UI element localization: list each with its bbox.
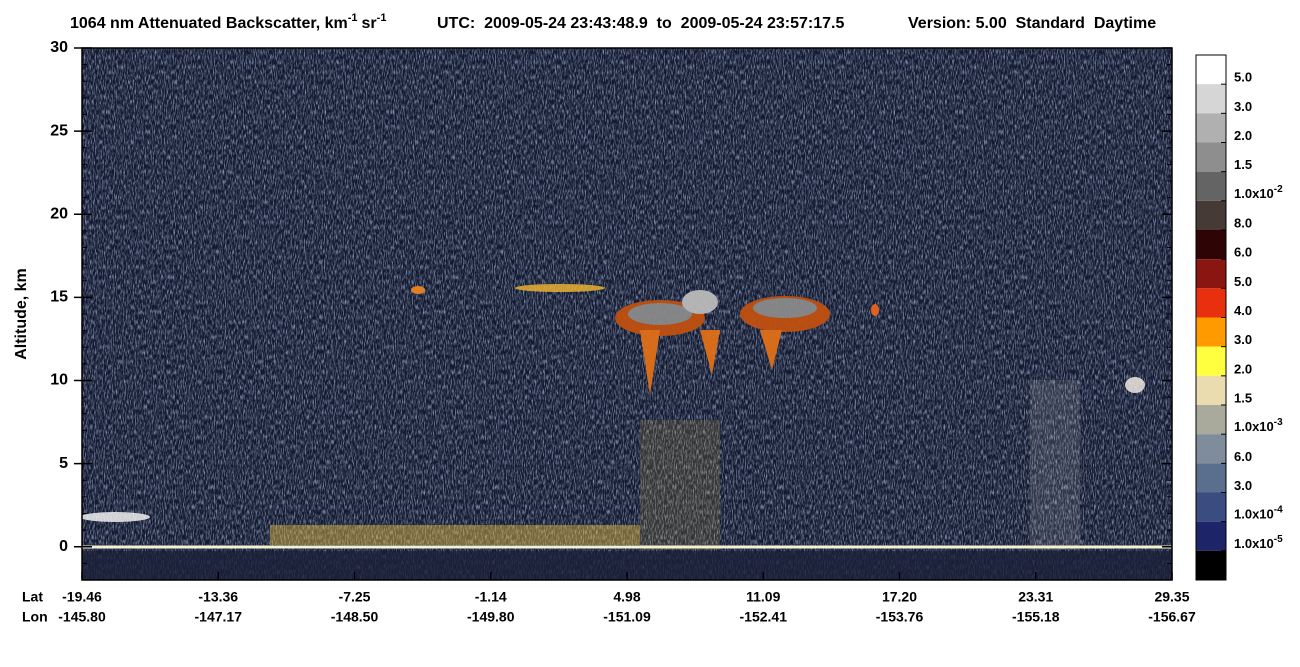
colorbar-label-mantissa: 1.0x10 xyxy=(1234,507,1274,522)
title-text: 1064 nm Attenuated Backscatter, km xyxy=(70,15,348,32)
x-tick-label: -145.80 xyxy=(58,609,106,625)
colorbar-label-mantissa: 1.0x10 xyxy=(1234,536,1274,551)
colorbar-label: 1.0x10-2 xyxy=(1234,183,1283,201)
colorbar-swatch xyxy=(1196,84,1226,114)
y-tick-label: 30 xyxy=(50,39,68,56)
colorbar-swatch xyxy=(1196,375,1226,405)
y-tick-label: 5 xyxy=(59,455,68,472)
title-exponent: -1 xyxy=(377,12,387,24)
backscatter-image xyxy=(82,48,1172,580)
x-tick-label: -155.18 xyxy=(1012,609,1060,625)
y-tick-label: 0 xyxy=(59,538,68,555)
colorbar-swatch xyxy=(1196,521,1226,551)
x-tick-label: 23.31 xyxy=(1018,589,1053,605)
colorbar-swatch xyxy=(1196,317,1226,347)
colorbar-label: 5.0 xyxy=(1234,70,1252,85)
x-tick-label: -156.67 xyxy=(1148,609,1196,625)
x-tick-label: -19.46 xyxy=(62,589,102,605)
x-tick-label: 4.98 xyxy=(613,589,640,605)
y-tick-label: 25 xyxy=(50,122,68,139)
x-tick-label: -7.25 xyxy=(339,589,371,605)
colorbar-label: 2.0 xyxy=(1234,128,1252,143)
colorbar-swatch xyxy=(1196,463,1226,493)
colorbar-label: 1.0x10-5 xyxy=(1234,533,1283,551)
x-tick-label: -1.14 xyxy=(475,589,507,605)
colorbar-label-exponent: -2 xyxy=(1274,183,1283,194)
x-row-name: Lon xyxy=(22,609,48,625)
x-tick-label: -152.41 xyxy=(740,609,788,625)
colorbar-swatch xyxy=(1196,230,1226,260)
y-axis-label: Altitude, km xyxy=(13,268,30,360)
y-tick-label: 15 xyxy=(50,289,68,306)
colorbar-label: 1.5 xyxy=(1234,390,1252,405)
colorbar-swatch xyxy=(1196,405,1226,435)
y-tick-label: 20 xyxy=(50,205,68,222)
colorbar-label: 3.0 xyxy=(1234,332,1252,347)
colorbar-label-mantissa: 1.0x10 xyxy=(1234,186,1274,201)
colorbar-swatch xyxy=(1196,434,1226,464)
colorbar-label: 6.0 xyxy=(1234,449,1252,464)
colorbar-label: 1.0x10-4 xyxy=(1234,504,1283,522)
x-tick-label: -149.80 xyxy=(467,609,515,625)
time-range: UTC: 2009-05-24 23:43:48.9 to 2009-05-24… xyxy=(437,15,844,32)
colorbar-label-exponent: -3 xyxy=(1274,417,1283,428)
title-exponent: -1 xyxy=(348,12,358,24)
colorbar-swatch xyxy=(1196,492,1226,522)
colorbar-label-mantissa: 1.0x10 xyxy=(1234,420,1274,435)
x-tick-label: -151.09 xyxy=(603,609,651,625)
x-row-name: Lat xyxy=(22,589,43,605)
colorbar-swatch xyxy=(1196,259,1226,289)
colorbar-swatch xyxy=(1196,200,1226,230)
x-tick-label: -147.17 xyxy=(195,609,243,625)
colorbar-label: 3.0 xyxy=(1234,99,1252,114)
colorbar-swatch xyxy=(1196,171,1226,201)
colorbar-swatch xyxy=(1196,346,1226,376)
colorbar-label: 2.0 xyxy=(1234,361,1252,376)
x-tick-label: 11.09 xyxy=(746,589,780,605)
colorbar-label-exponent: -5 xyxy=(1274,533,1283,544)
x-tick-label: 17.20 xyxy=(882,589,917,605)
colorbar-swatch xyxy=(1196,113,1226,143)
x-tick-label: -148.50 xyxy=(331,609,379,625)
colorbar-label: 1.0x10-3 xyxy=(1234,417,1283,435)
colorbar-label: 1.5 xyxy=(1234,157,1252,172)
colorbar-label: 6.0 xyxy=(1234,245,1252,260)
colorbar-label: 5.0 xyxy=(1234,274,1252,289)
title-unit: sr xyxy=(362,15,377,32)
chart-title: 1064 nm Attenuated Backscatter, km-1 sr-1 xyxy=(70,12,386,32)
colorbar-label: 4.0 xyxy=(1234,303,1252,318)
colorbar-swatch xyxy=(1196,550,1226,580)
x-tick-label: -13.36 xyxy=(198,589,238,605)
colorbar-label: 8.0 xyxy=(1234,215,1252,230)
x-tick-label: -153.76 xyxy=(876,609,924,625)
x-tick-label: 29.35 xyxy=(1154,589,1189,605)
colorbar-swatch xyxy=(1196,288,1226,318)
version: Version: 5.00 Standard Daytime xyxy=(908,15,1156,32)
colorbar-label-exponent: -4 xyxy=(1274,504,1283,515)
colorbar-swatch xyxy=(1196,142,1226,172)
colorbar-label: 3.0 xyxy=(1234,478,1252,493)
y-tick-label: 10 xyxy=(50,372,68,389)
colorbar-swatch xyxy=(1196,55,1226,85)
